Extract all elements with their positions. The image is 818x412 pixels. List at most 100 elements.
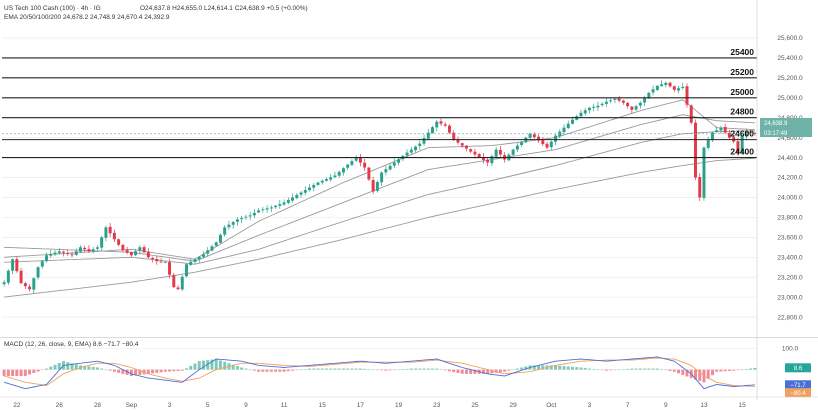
macd-histogram-bar <box>732 369 736 371</box>
candle-body <box>274 205 278 208</box>
time-axis[interactable]: 22 26 28 Sep 3 5 9 11 15 17 19 23 25 29 Oct 3 7 9 13 15 <box>0 396 818 409</box>
candle-body <box>19 270 23 284</box>
macd-histogram-bar <box>397 369 401 371</box>
candle-body <box>214 242 218 246</box>
macd-histogram-bar <box>562 366 566 370</box>
macd-histogram-bar <box>579 367 583 370</box>
candle-body <box>681 86 685 89</box>
time-tick-label: Oct <box>546 402 556 409</box>
candle-body <box>414 146 418 151</box>
price-tick-label: 24,400.0 <box>777 155 803 162</box>
candle-body <box>490 156 494 164</box>
candle-body <box>753 132 757 134</box>
candle-body <box>337 171 341 176</box>
candle-body <box>261 209 265 211</box>
candle-body <box>388 165 392 170</box>
candle-body <box>121 244 125 251</box>
macd-value-tag <box>785 388 811 398</box>
candle-body <box>473 151 477 155</box>
macd-histogram-bar <box>83 365 87 370</box>
macd-histogram-bar <box>554 365 558 370</box>
time-tick-label: 11 <box>281 402 288 409</box>
candle-body <box>405 152 409 156</box>
time-tick-label: 28 <box>94 402 102 409</box>
macd-histogram-bar <box>736 369 740 371</box>
macd-histogram-bar <box>189 365 193 370</box>
candle-body <box>108 226 112 234</box>
time-tick-label: 25 <box>471 402 479 409</box>
ema-50-line <box>4 114 755 262</box>
candle-body <box>320 180 324 183</box>
candle-body <box>2 282 6 285</box>
macd-histogram-bar <box>185 368 188 370</box>
candle-body <box>621 100 625 103</box>
macd-histogram-bar <box>2 369 6 376</box>
macd-histogram-bar <box>740 369 744 371</box>
macd-histogram-bar <box>401 369 405 370</box>
macd-histogram-bar <box>418 368 422 370</box>
candle-body <box>159 261 163 263</box>
time-tick-label: 3 <box>588 402 592 409</box>
candle-body <box>677 88 681 91</box>
candle-body <box>312 184 316 188</box>
macd-histogram-bar <box>566 366 570 370</box>
macd-histogram-bar <box>337 368 341 370</box>
macd-pane: 8.6 −71.7 −80.4 <box>2 356 811 398</box>
candle-body <box>346 164 350 168</box>
candle-body <box>634 106 638 110</box>
price-tick-label: 23,200.0 <box>777 274 803 281</box>
candle-body <box>329 177 333 180</box>
macd-histogram-bar <box>91 366 95 370</box>
macd-histogram-bar <box>350 368 354 370</box>
macd-histogram-bar <box>507 369 511 371</box>
macd-histogram-bar <box>74 364 78 370</box>
candle-body <box>87 249 91 252</box>
macd-histogram-bar <box>503 369 507 372</box>
macd-histogram-bar <box>435 368 439 370</box>
ema-200-line <box>4 157 755 298</box>
price-tick-label: 22,800.0 <box>777 314 803 321</box>
macd-histogram-bar <box>278 369 282 372</box>
candle-body <box>6 270 10 283</box>
price-tick-label: 23,000.0 <box>777 294 803 301</box>
candle-body <box>511 149 515 155</box>
candle-body <box>689 105 693 123</box>
macd-histogram-bar <box>261 369 265 372</box>
candle-body <box>40 261 44 267</box>
candle-body <box>57 251 61 254</box>
time-tick-label: 7 <box>626 402 630 409</box>
price-axis[interactable]: 22,800.0 23,000.0 23,200.0 23,400.0 23,600.0… <box>756 0 803 400</box>
price-tick-label: 24,200.0 <box>777 175 803 182</box>
candle-body <box>613 98 617 100</box>
candle-body <box>460 143 464 146</box>
candle-body <box>494 149 498 157</box>
macd-histogram-bar <box>87 366 91 370</box>
macd-histogram-bar <box>537 365 541 370</box>
countdown-tag <box>760 128 812 137</box>
macd-histogram-bar <box>146 369 150 374</box>
macd-histogram-bar <box>469 369 473 374</box>
ema-100-line <box>4 130 755 265</box>
candle-body <box>431 127 435 134</box>
macd-legend[interactable]: MACD (12, 26, close, 9, EMA) 8.6 −71.7 −… <box>4 341 139 348</box>
macd-histogram-bar <box>180 369 184 371</box>
macd-histogram-bar <box>380 369 384 371</box>
macd-histogram-bar <box>15 369 19 376</box>
macd-histogram-bar <box>609 369 613 371</box>
candle-body <box>384 169 388 173</box>
candle-body <box>723 126 727 133</box>
candle-body <box>142 247 146 253</box>
macd-histogram-bar <box>456 369 460 373</box>
macd-histogram-bar <box>494 369 498 373</box>
candle-body <box>172 275 176 288</box>
macd-histogram-bar <box>231 364 235 370</box>
ema-legend[interactable]: EMA 20/50/100/200 24,678.2 24,748.9 24,6… <box>4 14 170 21</box>
macd-histogram-bar <box>316 368 320 370</box>
price-tick-label: 25,400.0 <box>777 55 803 62</box>
macd-histogram-bar <box>587 368 591 370</box>
candle-body <box>100 237 104 248</box>
macd-histogram-bar <box>159 369 163 373</box>
macd-histogram-bar <box>269 369 273 372</box>
